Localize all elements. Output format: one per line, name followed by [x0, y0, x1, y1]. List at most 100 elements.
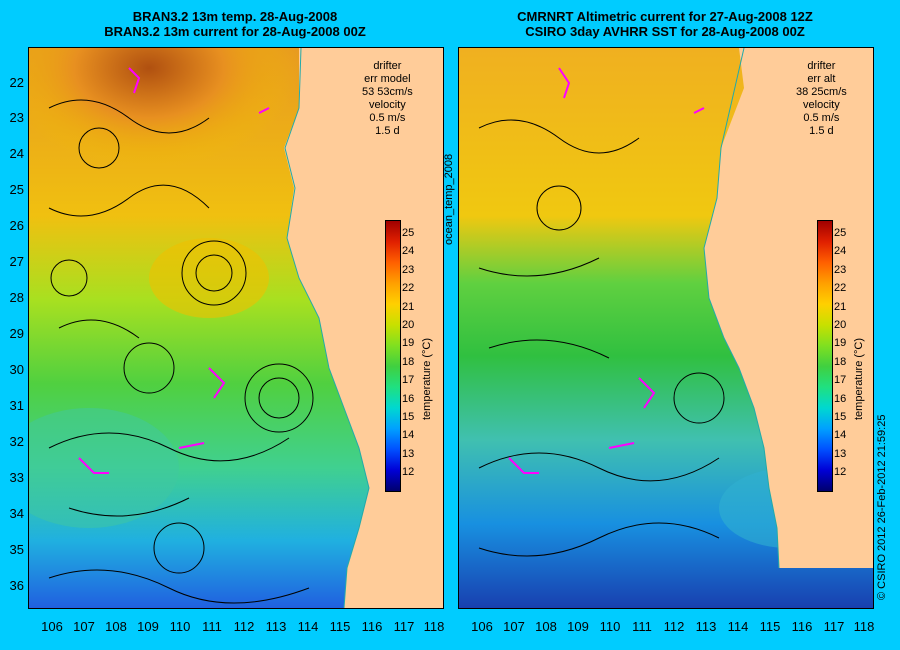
lon-tick: 109	[137, 619, 159, 634]
lat-tick: 27	[9, 254, 24, 269]
colorbar-tick: 16	[834, 392, 847, 405]
eddy-ring	[78, 127, 120, 169]
colorbar-tick: 12	[834, 466, 847, 479]
eddy-ring	[123, 342, 175, 394]
lat-tick: 29	[9, 326, 24, 341]
colorbar-tick: 24	[834, 245, 847, 258]
lon-tick: 117	[823, 619, 845, 634]
colorbar-tick: 23	[834, 263, 847, 276]
left-colorbar-label: temperature (°C)	[421, 337, 433, 420]
drifter-tracks	[78, 67, 270, 474]
dataset-note: ocean_temp_2008	[443, 153, 455, 245]
colorbar-tick: 13	[834, 447, 847, 460]
colorbar-tick: 21	[402, 300, 415, 313]
lat-tick: 30	[9, 362, 24, 377]
copyright-note: © CSIRO 2012 26-Feb-2012 21:59:25	[876, 414, 888, 600]
lon-tick: 109	[567, 619, 589, 634]
lon-tick: 118	[423, 619, 445, 634]
colorbar-tick: 20	[402, 319, 415, 332]
current-arrows	[478, 119, 725, 557]
satellite-map-graphic	[459, 48, 873, 608]
lat-tick: 28	[9, 290, 24, 305]
lon-tick: 118	[853, 619, 875, 634]
lon-tick: 117	[393, 619, 415, 634]
lat-tick: 23	[9, 110, 24, 125]
lon-tick: 115	[759, 619, 781, 634]
colorbar-tick: 17	[402, 374, 415, 387]
warm-eddy	[149, 238, 269, 318]
cool-sw-patch	[29, 408, 179, 528]
right-colorbar	[817, 220, 833, 492]
drifter-tracks	[508, 67, 705, 474]
eddy-ring	[673, 372, 725, 424]
colorbar-tick: 19	[834, 337, 847, 350]
left-colorbar	[385, 220, 401, 492]
legend-velocity-label: velocity	[803, 99, 840, 111]
lon-tick: 107	[73, 619, 95, 634]
lon-tick: 116	[791, 619, 813, 634]
colorbar-tick: 15	[402, 411, 415, 424]
colorbar-tick: 21	[834, 300, 847, 313]
legend-velocity-scale: 0.5 m/s	[803, 112, 840, 124]
legend-velocity-time: 1.5 d	[809, 125, 834, 137]
lat-tick: 32	[9, 434, 24, 449]
legend-drifter-label: drifter	[807, 60, 836, 72]
lon-tick: 112	[663, 619, 685, 634]
model-map-graphic	[29, 48, 443, 608]
coastline	[284, 48, 370, 608]
lat-tick: 36	[9, 578, 24, 593]
satellite-sst-map	[458, 47, 874, 609]
lat-tick: 31	[9, 398, 24, 413]
eddy-ring	[153, 522, 205, 574]
colorbar-tick: 18	[402, 355, 415, 368]
coastline	[703, 48, 780, 569]
lon-tick: 108	[535, 619, 557, 634]
left-colorbar-ticks: 25 24 23 22 21 20 19 18 17 16 15 14 13 12	[402, 224, 414, 482]
model-temperature-map	[28, 47, 444, 609]
colorbar-tick: 22	[834, 282, 847, 295]
lon-tick: 113	[265, 619, 287, 634]
lon-tick: 108	[105, 619, 127, 634]
colorbar-tick: 25	[402, 227, 415, 239]
colorbar-tick: 12	[402, 466, 415, 479]
colorbar-tick: 22	[402, 282, 415, 295]
lat-tick: 26	[9, 218, 24, 233]
colorbar-tick: 15	[834, 411, 847, 424]
lon-tick: 106	[471, 619, 493, 634]
colorbar-tick: 19	[402, 337, 415, 350]
lat-tick: 33	[9, 470, 24, 485]
legend-velocity-time: 1.5 d	[375, 125, 400, 137]
colorbar-tick: 13	[402, 447, 415, 460]
right-colorbar-ticks: 25 24 23 22 21 20 19 18 17 16 15 14 13 12	[834, 224, 846, 482]
colorbar-tick: 14	[402, 429, 415, 442]
colorbar-tick: 20	[834, 319, 847, 332]
eddy-ring	[195, 254, 233, 292]
lon-tick: 110	[599, 619, 621, 634]
left-legend: drifter err model 53 53cm/s velocity 0.5…	[362, 60, 413, 138]
colorbar-tick: 16	[402, 392, 415, 405]
colorbar-tick: 24	[402, 245, 415, 258]
legend-velocity-scale: 0.5 m/s	[369, 112, 406, 124]
legend-err-label: err alt	[807, 73, 836, 85]
land	[284, 48, 443, 608]
lat-tick: 34	[9, 506, 24, 521]
eddy-ring	[258, 377, 300, 419]
colorbar-tick: 17	[834, 374, 847, 387]
right-title-line1: CMRNRT Altimetric current for 27-Aug-200…	[517, 9, 813, 24]
right-legend: drifter err alt 38 25cm/s velocity 0.5 m…	[796, 60, 847, 138]
left-panel-title: BRAN3.2 13m temp. 28-Aug-2008 BRAN3.2 13…	[28, 9, 442, 39]
lon-tick: 107	[503, 619, 525, 634]
colorbar-tick: 25	[834, 227, 847, 239]
lon-tick: 113	[695, 619, 717, 634]
left-title-line2: BRAN3.2 13m current for 28-Aug-2008 00Z	[104, 24, 366, 39]
legend-err-value: 53 53cm/s	[362, 86, 413, 98]
colorbar-tick: 14	[834, 429, 847, 442]
lat-tick: 24	[9, 146, 24, 161]
eddy-ring	[50, 259, 88, 297]
lon-tick: 112	[233, 619, 255, 634]
eddy-ring	[244, 363, 314, 433]
current-arrows	[48, 99, 314, 604]
legend-err-value: 38 25cm/s	[796, 86, 847, 98]
legend-drifter-label: drifter	[373, 60, 402, 72]
left-title-line1: BRAN3.2 13m temp. 28-Aug-2008	[132, 9, 338, 24]
